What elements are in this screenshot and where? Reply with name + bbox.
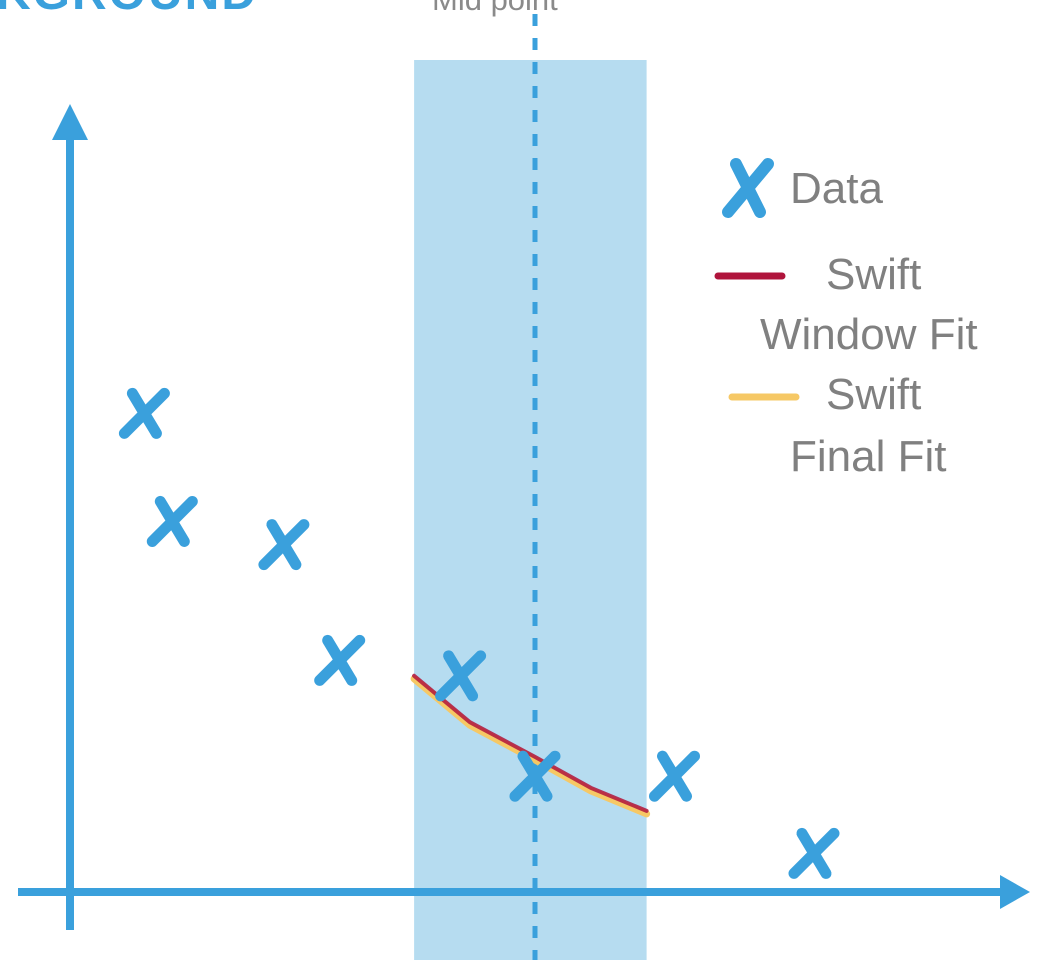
y-axis-arrowhead	[52, 104, 88, 140]
data-point-stroke-b	[796, 827, 832, 879]
fit-curves	[410, 673, 651, 818]
data-point-marker	[118, 387, 170, 439]
data-point-stroke-b	[517, 750, 553, 802]
data-point-stroke-b	[322, 634, 358, 686]
legend-label-window-fit-line2: Window Fit	[760, 310, 978, 359]
data-point-stroke-b	[126, 387, 162, 439]
fit-window-band-layer	[414, 14, 647, 960]
data-point-marker	[435, 650, 487, 702]
legend-label-window-fit-line1: Swift	[826, 250, 922, 299]
swift-window-fit-curve	[412, 673, 649, 813]
legend-swatches	[714, 158, 800, 401]
data-point-marker	[509, 750, 561, 802]
data-point-stroke-b	[657, 750, 692, 802]
data-points	[118, 387, 840, 879]
data-point-marker	[258, 519, 310, 571]
axes	[18, 104, 1030, 930]
data-point-marker	[146, 495, 198, 547]
data-point-marker	[314, 634, 366, 686]
slide-title-fragment: KGROUND	[0, 0, 258, 21]
fit-window-band	[414, 60, 647, 960]
legend-data-swatch	[722, 158, 774, 218]
data-point-stroke-b	[154, 495, 190, 547]
swift-final-fit-curve	[410, 675, 651, 818]
legend-x-stroke-b	[730, 158, 766, 218]
legend-label-final-fit-line2: Final Fit	[790, 432, 947, 481]
data-point-stroke-b	[266, 519, 302, 571]
data-point-marker	[788, 827, 840, 879]
x-axis-arrowhead	[1000, 875, 1030, 909]
midpoint-label: Mid point	[432, 0, 558, 18]
legend-label-final-fit-line1: Swift	[826, 370, 922, 419]
data-point-marker	[649, 750, 700, 802]
data-point-stroke-b	[443, 650, 479, 702]
legend-label-data: Data	[790, 164, 883, 213]
